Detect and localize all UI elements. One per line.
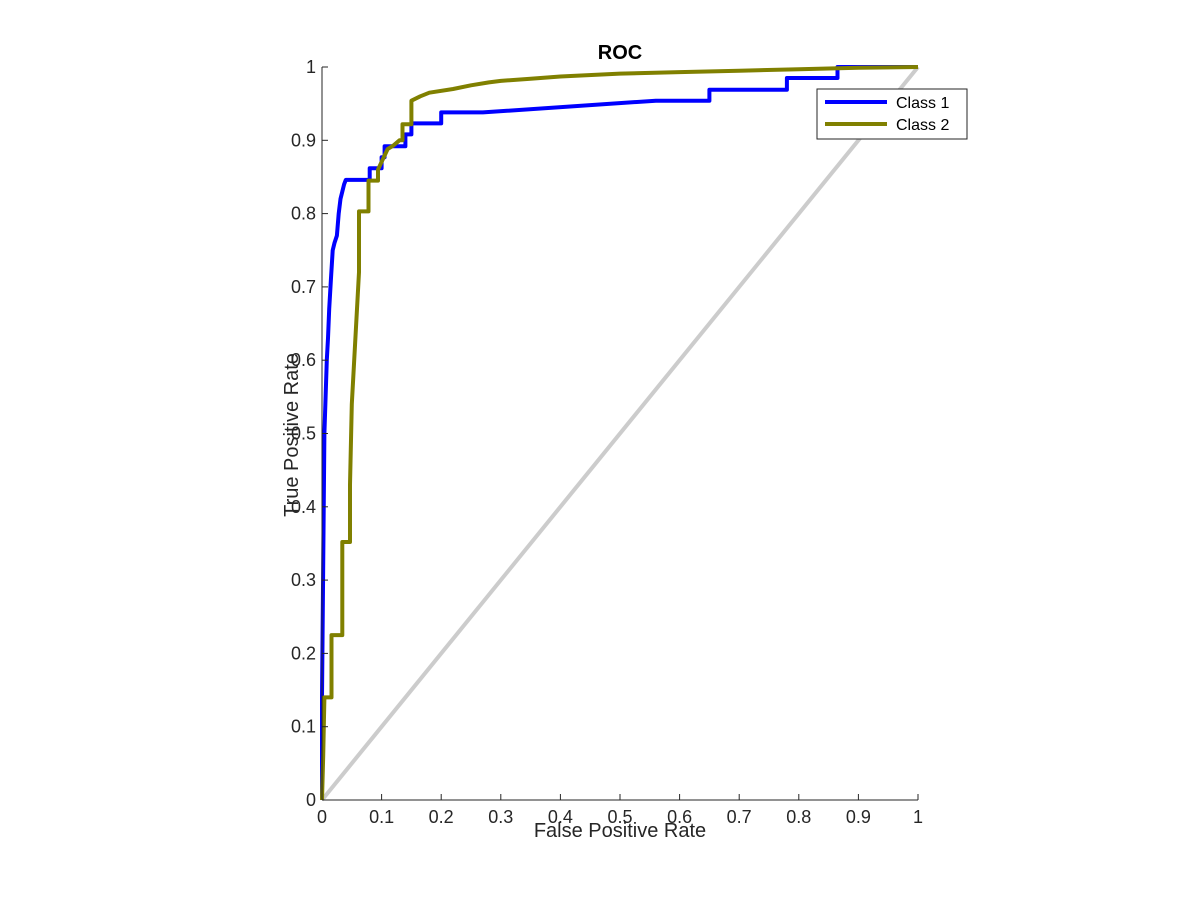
series-layer: [320, 65, 920, 802]
x-tick-label: 0.1: [369, 807, 394, 827]
x-tick-label: 0.8: [786, 807, 811, 827]
x-tick-label: 0.7: [727, 807, 752, 827]
legend: Class 1 Class 2: [816, 88, 968, 140]
x-tick-label: 0.5: [607, 807, 632, 827]
x-tick-label: 0.4: [548, 807, 573, 827]
chance-diagonal-line: [320, 65, 920, 802]
y-tick-label: 0.3: [291, 570, 316, 590]
y-tick-label: 0.4: [291, 497, 316, 517]
series-line-class-2: [320, 65, 919, 801]
x-tick-label: 0.6: [667, 807, 692, 827]
legend-box: [816, 88, 968, 140]
x-tick-label: 0: [317, 807, 327, 827]
y-tick-label: 0.7: [291, 277, 316, 297]
x-tick-label: 0.2: [429, 807, 454, 827]
y-axis-label: True Positive Rate: [281, 353, 303, 517]
y-tick-label: 0.8: [291, 204, 316, 224]
y-tick-label: 1: [306, 57, 316, 77]
legend-label-class-2: Class 2: [896, 117, 949, 134]
y-tick-label: 0.2: [291, 643, 316, 663]
y-tick-label: 0.6: [291, 350, 316, 370]
chart-title: ROC: [598, 42, 642, 64]
x-tick-label: 0.9: [846, 807, 871, 827]
legend-label-class-1: Class 1: [896, 95, 949, 112]
series-line-class-1: [320, 65, 918, 800]
ticks-layer: 0 0.1 0.2 0.3 0.4 0.5 0.6 0.7 0.8 0.9 1 0 0.1 0.2 0.3 0…: [291, 57, 923, 827]
y-tick-label: 0.5: [291, 424, 316, 444]
x-tick-label: 0.3: [488, 807, 513, 827]
x-axis-label: False Positive Rate: [534, 820, 706, 842]
y-tick-label: 0.1: [291, 717, 316, 737]
x-tick-label: 1: [913, 807, 923, 827]
y-tick-label: 0.9: [291, 130, 316, 150]
y-tick-label: 0: [306, 790, 316, 810]
